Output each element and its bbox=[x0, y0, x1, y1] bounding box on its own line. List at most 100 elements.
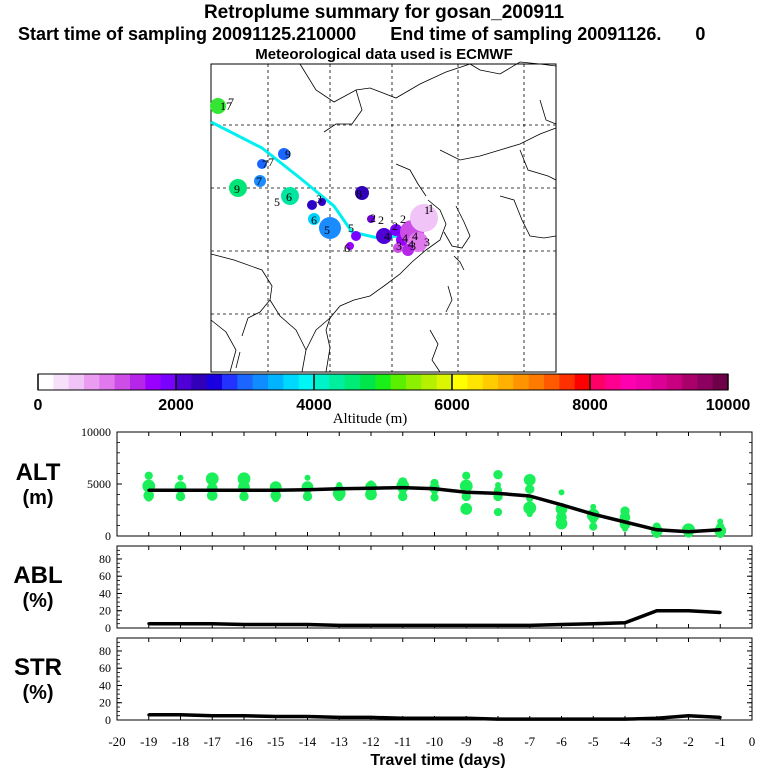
series-point bbox=[337, 715, 341, 719]
panel-ylabel-name: STR bbox=[14, 654, 62, 681]
plume-label: 7 bbox=[256, 174, 262, 188]
colorbar-cell bbox=[590, 374, 606, 390]
colorbar-cell bbox=[130, 374, 146, 390]
colorbar-cell bbox=[206, 374, 223, 390]
colorbar-title: Altitude (m) bbox=[333, 411, 408, 427]
plume-marker bbox=[390, 224, 402, 236]
series-point bbox=[528, 494, 532, 498]
colorbar-cell bbox=[406, 374, 422, 390]
plume-label: 9 bbox=[285, 147, 291, 161]
series-point bbox=[147, 488, 151, 492]
plume-label: 2 bbox=[400, 212, 406, 226]
plume-label: 5 bbox=[324, 223, 330, 237]
plume-label: 2 bbox=[370, 211, 376, 225]
panel-ylabel-unit: (%) bbox=[22, 590, 53, 612]
altitude-sample-dot bbox=[302, 491, 313, 502]
colorbar-cell bbox=[436, 374, 453, 390]
plume-label: 17 bbox=[220, 99, 232, 113]
series-point bbox=[560, 503, 563, 507]
y-tick-label: 80 bbox=[99, 552, 111, 566]
series-point bbox=[591, 717, 595, 721]
time-series-panels: 0500010000ALT(m)020406080ABL(%)020406080… bbox=[13, 425, 755, 768]
plume-marker bbox=[319, 217, 341, 239]
start-time-label: Start time of sampling 20091125.210000 bbox=[18, 24, 357, 44]
colorbar-cell bbox=[314, 374, 330, 390]
series-point bbox=[369, 715, 373, 719]
panel-ylabel-name: ABL bbox=[13, 562, 62, 589]
plume-marker bbox=[307, 200, 317, 210]
series-point bbox=[369, 486, 373, 490]
colorbar-cell bbox=[222, 374, 238, 390]
x-tick-label: -14 bbox=[299, 734, 317, 749]
panel-ylabel-unit: (%) bbox=[22, 682, 53, 704]
colorbar-cell bbox=[498, 374, 514, 390]
altitude-sample-dot bbox=[175, 491, 186, 502]
plume-marker bbox=[308, 213, 320, 225]
x-tick-label: -17 bbox=[204, 734, 222, 749]
x-tick-label: -16 bbox=[235, 734, 253, 749]
colorbar-cell bbox=[666, 374, 683, 390]
x-axis-label: Travel time (days) bbox=[370, 752, 505, 768]
plume-marker bbox=[402, 244, 414, 256]
series-point bbox=[274, 623, 278, 627]
plume-marker bbox=[257, 159, 267, 169]
altitude-sample-dot bbox=[589, 515, 598, 524]
series-point bbox=[433, 716, 436, 720]
colorbar-cell bbox=[605, 374, 622, 390]
plume-label: 4 bbox=[412, 229, 418, 243]
series-point bbox=[306, 488, 309, 492]
panel-ylabel-unit: (m) bbox=[22, 487, 53, 509]
plume-label: 5 bbox=[348, 221, 354, 235]
y-tick-label: 40 bbox=[99, 678, 111, 692]
y-tick-label: 60 bbox=[99, 569, 111, 583]
y-tick-label: 60 bbox=[99, 661, 111, 675]
series-point bbox=[306, 623, 309, 627]
x-tick-label: -18 bbox=[172, 734, 189, 749]
colorbar-tick-label: 8000 bbox=[572, 397, 608, 414]
colorbar-cell bbox=[651, 374, 668, 390]
colorbar-cell bbox=[697, 374, 714, 390]
colorbar-tick-label: 4000 bbox=[296, 397, 332, 414]
x-tick-label: -5 bbox=[588, 734, 599, 749]
x-tick-label: 0 bbox=[749, 734, 756, 749]
plume-marker bbox=[376, 228, 392, 244]
colorbar-cell bbox=[452, 374, 468, 390]
series-point bbox=[528, 623, 532, 627]
plume-label: 2 bbox=[378, 213, 384, 227]
series-point bbox=[623, 621, 627, 625]
series-point bbox=[210, 622, 214, 626]
series-point bbox=[655, 609, 659, 613]
altitude-colorbar bbox=[37, 373, 729, 391]
series-point bbox=[623, 520, 627, 524]
altitude-sample-dot bbox=[239, 491, 249, 502]
plume-marker bbox=[351, 231, 361, 241]
colorbar-cell bbox=[268, 374, 284, 390]
altitude-sample-dot bbox=[622, 525, 628, 532]
colorbar-tick-label: 2000 bbox=[158, 397, 194, 414]
plume-label: 1 bbox=[424, 203, 430, 217]
altitude-sample-dot bbox=[525, 484, 535, 494]
colorbar-cell bbox=[84, 374, 100, 390]
plume-label: 7 bbox=[268, 155, 274, 169]
altitude-sample-dot bbox=[459, 479, 473, 493]
colorbar-cell bbox=[176, 374, 192, 390]
altitude-sample-dot bbox=[652, 529, 661, 539]
x-tick-label: -15 bbox=[267, 734, 284, 749]
plume-marker bbox=[254, 175, 266, 187]
colorbar-cell bbox=[390, 374, 407, 390]
altitude-sample-dot bbox=[555, 517, 568, 530]
x-tick-label: -9 bbox=[461, 734, 472, 749]
series-point bbox=[274, 488, 278, 492]
altitude-sample-dot bbox=[558, 489, 565, 496]
colorbar-ticks: 0 2000 4000 6000 8000 10000 bbox=[34, 374, 750, 414]
plume-marker bbox=[410, 204, 438, 232]
plume-marker bbox=[346, 242, 354, 250]
colorbar-cell bbox=[252, 374, 269, 390]
series-point bbox=[274, 715, 278, 719]
plume-label: 9 bbox=[234, 182, 240, 196]
y-tick-label: 80 bbox=[99, 644, 111, 658]
met-data-label: Meteorological data used is ECMWF bbox=[255, 46, 513, 63]
